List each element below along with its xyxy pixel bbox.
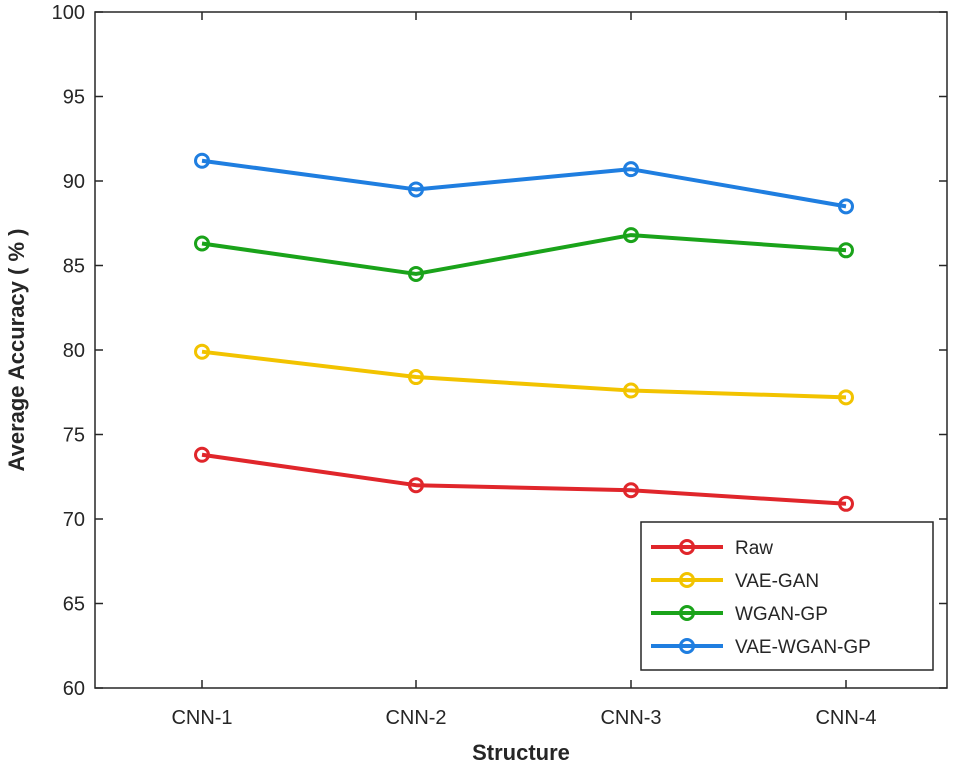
series-vae-wgan-gp	[194, 152, 854, 215]
legend-label: Raw	[735, 538, 773, 559]
legend-item: VAE-WGAN-GP	[651, 637, 871, 658]
y-tick-label: 80	[63, 340, 85, 362]
legend-item: WGAN-GP	[651, 604, 828, 625]
legend-marker	[679, 539, 695, 555]
x-tick-label: CNN-3	[600, 707, 661, 729]
data-point	[623, 482, 639, 499]
series-line	[201, 452, 847, 506]
x-tick-label: CNN-4	[815, 707, 876, 729]
data-point	[194, 446, 210, 463]
legend-label: WGAN-GP	[735, 604, 828, 625]
x-tick-label: CNN-1	[171, 707, 232, 729]
data-point	[623, 161, 639, 178]
series-line	[201, 233, 847, 276]
data-point	[194, 343, 210, 360]
data-point	[408, 369, 424, 386]
legend-marker	[679, 605, 695, 621]
data-point	[838, 495, 854, 512]
y-tick-label: 85	[63, 256, 85, 278]
data-point	[623, 227, 639, 244]
data-point	[408, 477, 424, 494]
data-point	[838, 242, 854, 259]
y-tick-label: 75	[63, 425, 85, 447]
series-vae-gan	[194, 343, 854, 406]
legend-marker	[679, 638, 695, 654]
series-line	[201, 349, 847, 400]
x-axis: CNN-1 CNN-2 CNN-3 CNN-4	[171, 12, 877, 729]
x-axis-label: Structure	[472, 740, 570, 765]
series-line	[201, 158, 847, 209]
legend-item: Raw	[651, 538, 773, 559]
legend-marker	[679, 572, 695, 588]
x-tick-label: CNN-2	[385, 707, 446, 729]
y-tick-label: 65	[63, 594, 85, 616]
y-tick-label: 100	[52, 2, 85, 24]
y-axis-label: Average Accuracy ( % )	[4, 229, 29, 472]
legend-label: VAE-WGAN-GP	[735, 637, 871, 658]
series-raw	[194, 446, 854, 512]
series-wgan-gp	[194, 227, 854, 282]
legend-item: VAE-GAN	[651, 571, 819, 592]
y-tick-label: 70	[63, 509, 85, 531]
data-point	[838, 198, 854, 215]
data-point	[408, 265, 424, 282]
data-point	[408, 181, 424, 198]
y-tick-label: 90	[63, 171, 85, 193]
data-point	[194, 152, 210, 169]
data-point	[194, 235, 210, 252]
y-tick-label: 95	[63, 87, 85, 109]
legend: Raw VAE-GAN WGAN-GP VAE-WGAN-GP	[640, 521, 934, 671]
data-point	[838, 389, 854, 406]
series-layer	[194, 152, 854, 512]
legend-label: VAE-GAN	[735, 571, 819, 592]
y-axis: 60 65 70 75 80 85 90 95 100	[52, 2, 947, 700]
y-tick-label: 60	[63, 678, 85, 700]
data-point	[623, 382, 639, 399]
